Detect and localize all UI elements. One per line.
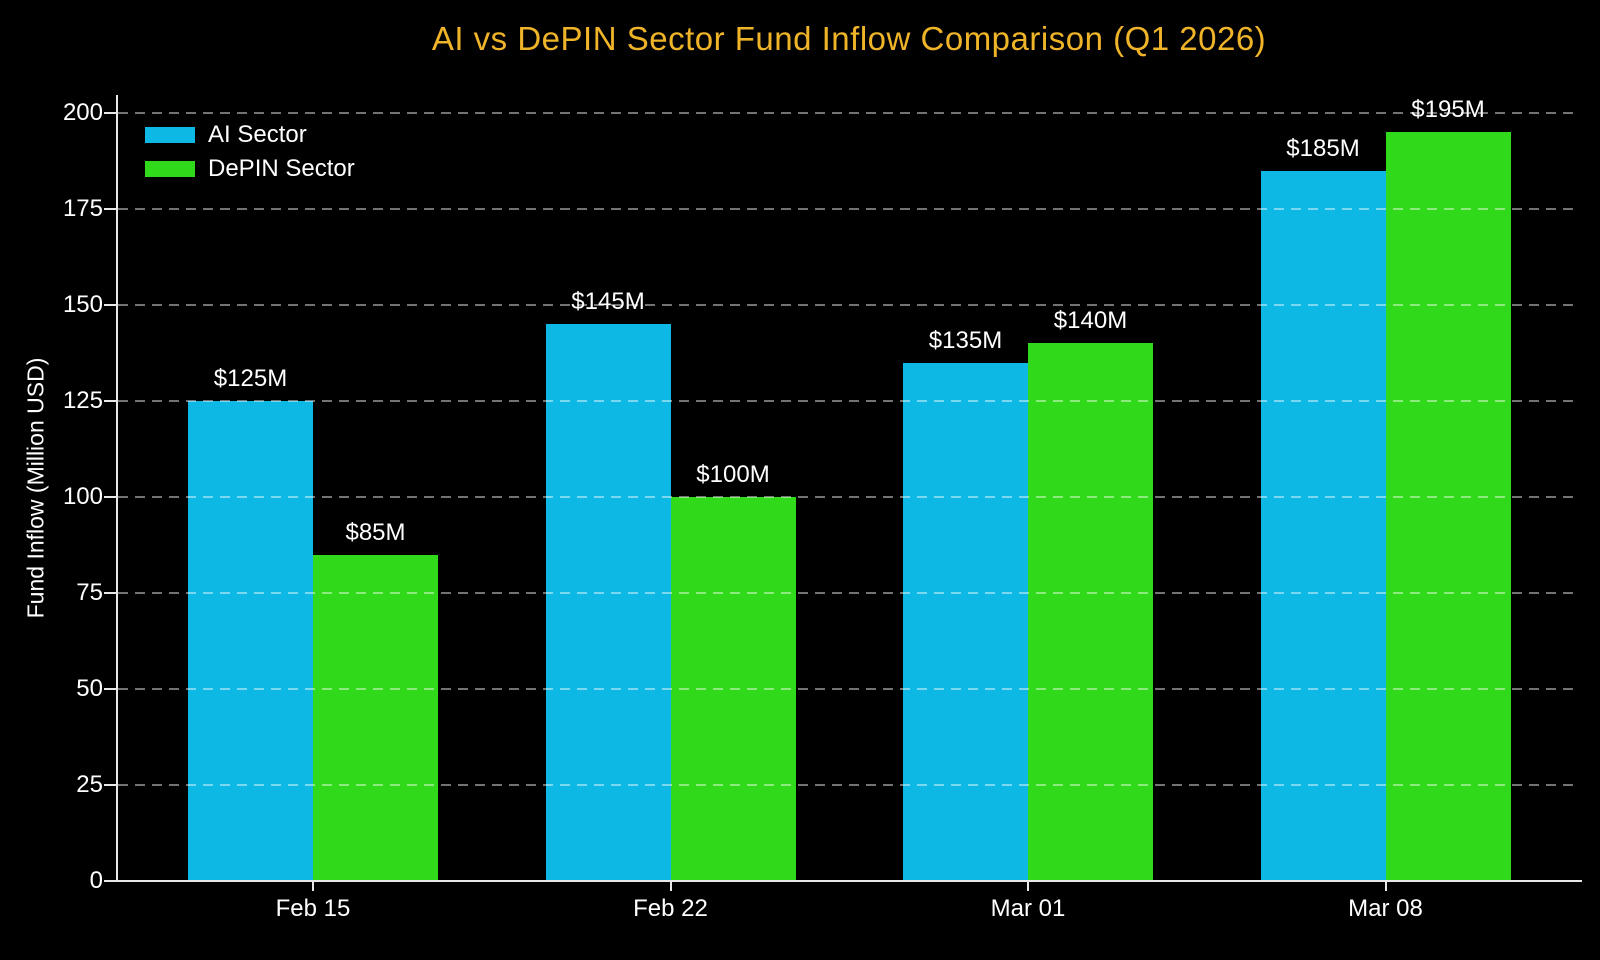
y-tick-label-200: 200 — [62, 99, 103, 126]
y-tick-mark-150 — [104, 304, 116, 306]
bar-value-label-ai-sector-feb-15: $125M — [213, 365, 288, 392]
gridline-175 — [118, 208, 1580, 210]
y-tick-label-0: 0 — [89, 867, 103, 894]
bar-value-label-depin-sector-mar-08: $195M — [1411, 96, 1485, 124]
bar-value-label-ai-sector-mar-01: $135M — [928, 326, 1003, 354]
bar-ai-sector-feb-22 — [545, 324, 671, 881]
y-tick-mark-50 — [104, 688, 116, 690]
y-tick-mark-0 — [104, 880, 116, 882]
y-tick-label-150: 150 — [62, 291, 103, 318]
y-tick-label-100: 100 — [62, 483, 103, 510]
gridline-200 — [118, 112, 1580, 114]
bar-value-label-ai-sector-feb-22: $145M — [571, 288, 645, 316]
bar-depin-sector-feb-15 — [313, 554, 438, 881]
bar-value-label-depin-sector-mar-01: $140M — [1053, 307, 1128, 335]
legend-label-depin-sector: DePIN Sector — [208, 155, 355, 182]
gridline-75 — [118, 592, 1580, 594]
legend: AI Sector DePIN Sector — [145, 118, 355, 186]
chart-title: AI vs DePIN Sector Fund Inflow Compariso… — [431, 20, 1267, 57]
y-tick-mark-200 — [104, 112, 116, 114]
bar-depin-sector-mar-08 — [1385, 132, 1511, 881]
gridline-150 — [118, 304, 1580, 306]
y-tick-label-175: 175 — [62, 195, 103, 222]
y-tick-label-25: 25 — [76, 771, 103, 798]
plot-area: AI Sector DePIN Sector $125M $85M $145M $100… — [118, 96, 1580, 881]
y-tick-label-75: 75 — [76, 579, 103, 606]
y-tick-mark-175 — [104, 208, 116, 210]
bar-ai-sector-mar-01 — [903, 362, 1028, 881]
bar-value-label-ai-sector-mar-08: $185M — [1286, 134, 1360, 162]
gridline-100 — [118, 496, 1580, 498]
x-axis-line — [116, 880, 1582, 882]
x-tick-mark-mar-08 — [1384, 882, 1387, 891]
x-tick-label-feb-22: Feb 22 — [633, 895, 708, 922]
y-tick-mark-100 — [104, 496, 116, 498]
x-tick-mark-feb-22 — [669, 882, 672, 891]
bar-ai-sector-feb-15 — [188, 401, 313, 881]
gridline-25 — [118, 784, 1580, 786]
bar-depin-sector-mar-01 — [1028, 343, 1153, 881]
legend-swatch-depin-sector — [145, 161, 195, 177]
y-axis-tick-labels: 0 25 50 75 100 125 150 175 200 — [0, 101, 103, 893]
bar-value-label-depin-sector-feb-22: $100M — [696, 461, 770, 488]
y-axis-tick-marks — [104, 112, 116, 882]
legend-item-depin-sector: DePIN Sector — [145, 152, 355, 186]
x-tick-label-feb-15: Feb 15 — [275, 895, 351, 922]
x-tick-label-mar-08: Mar 08 — [1348, 895, 1423, 922]
gridline-50 — [118, 688, 1580, 690]
y-tick-mark-25 — [104, 784, 116, 786]
gridline-125 — [118, 400, 1580, 402]
legend-label-ai-sector: AI Sector — [208, 121, 307, 148]
x-axis-tick-row: Feb 15 Feb 22 Mar 01 Mar 08 — [118, 882, 1580, 952]
y-tick-mark-125 — [104, 400, 116, 402]
x-tick-mark-feb-15 — [312, 882, 314, 891]
y-tick-label-125: 125 — [62, 387, 103, 414]
bar-value-label-depin-sector-feb-15: $85M — [345, 518, 406, 546]
bar-depin-sector-feb-22 — [670, 497, 796, 881]
legend-item-ai-sector: AI Sector — [145, 118, 355, 152]
legend-swatch-ai-sector — [145, 127, 195, 143]
y-tick-mark-75 — [104, 592, 116, 594]
y-axis-line — [116, 95, 118, 882]
x-tick-label-mar-01: Mar 01 — [990, 895, 1066, 922]
y-tick-label-50: 50 — [76, 675, 103, 702]
bar-ai-sector-mar-08 — [1260, 170, 1386, 881]
x-tick-mark-mar-01 — [1027, 882, 1029, 891]
